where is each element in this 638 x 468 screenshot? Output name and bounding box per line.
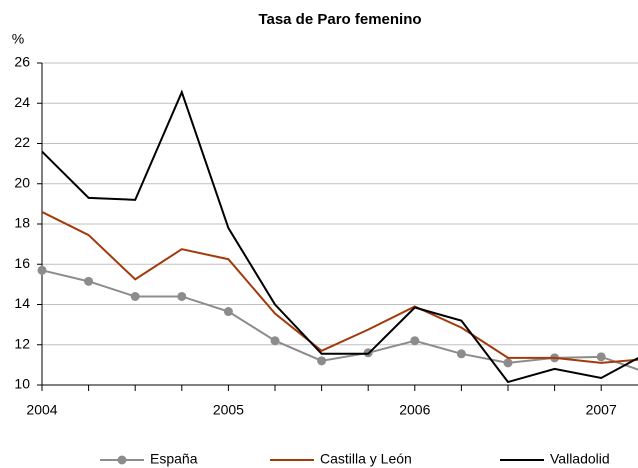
series-line [41,211,638,364]
legend-label: Castilla y León [320,451,412,467]
legend-marker [117,455,127,465]
data-point [317,356,327,366]
data-point [177,291,187,301]
series-line [41,89,638,384]
data-point [84,276,94,286]
data-point [270,336,280,346]
data-point [130,291,140,301]
chart-title: Tasa de Paro femenino [258,11,421,28]
y-tick-label: 18 [14,215,30,231]
plot [37,89,638,384]
y-tick-label: 16 [14,255,30,271]
legend-label: Valladolid [550,451,610,467]
data-point [456,349,466,359]
y-tick-label: 10 [14,376,30,392]
y-axis-label: % [12,31,24,47]
x-tick-label: 2004 [26,402,57,418]
y-tick-label: 14 [14,295,30,311]
data-point [410,336,420,346]
data-point [37,265,47,275]
y-tick-label: 20 [14,174,30,190]
x-tick-label: 2006 [399,402,430,418]
y-tick-label: 26 [14,54,30,70]
x-tick-label: 2005 [213,402,244,418]
data-point [503,358,513,368]
data-point [596,352,606,362]
legend-label: España [150,451,198,467]
data-point [223,307,233,317]
y-tick-label: 12 [14,335,30,351]
y-tick-label: 22 [14,134,30,150]
x-tick-label: 2007 [586,402,617,418]
y-tick-label: 24 [14,94,30,110]
